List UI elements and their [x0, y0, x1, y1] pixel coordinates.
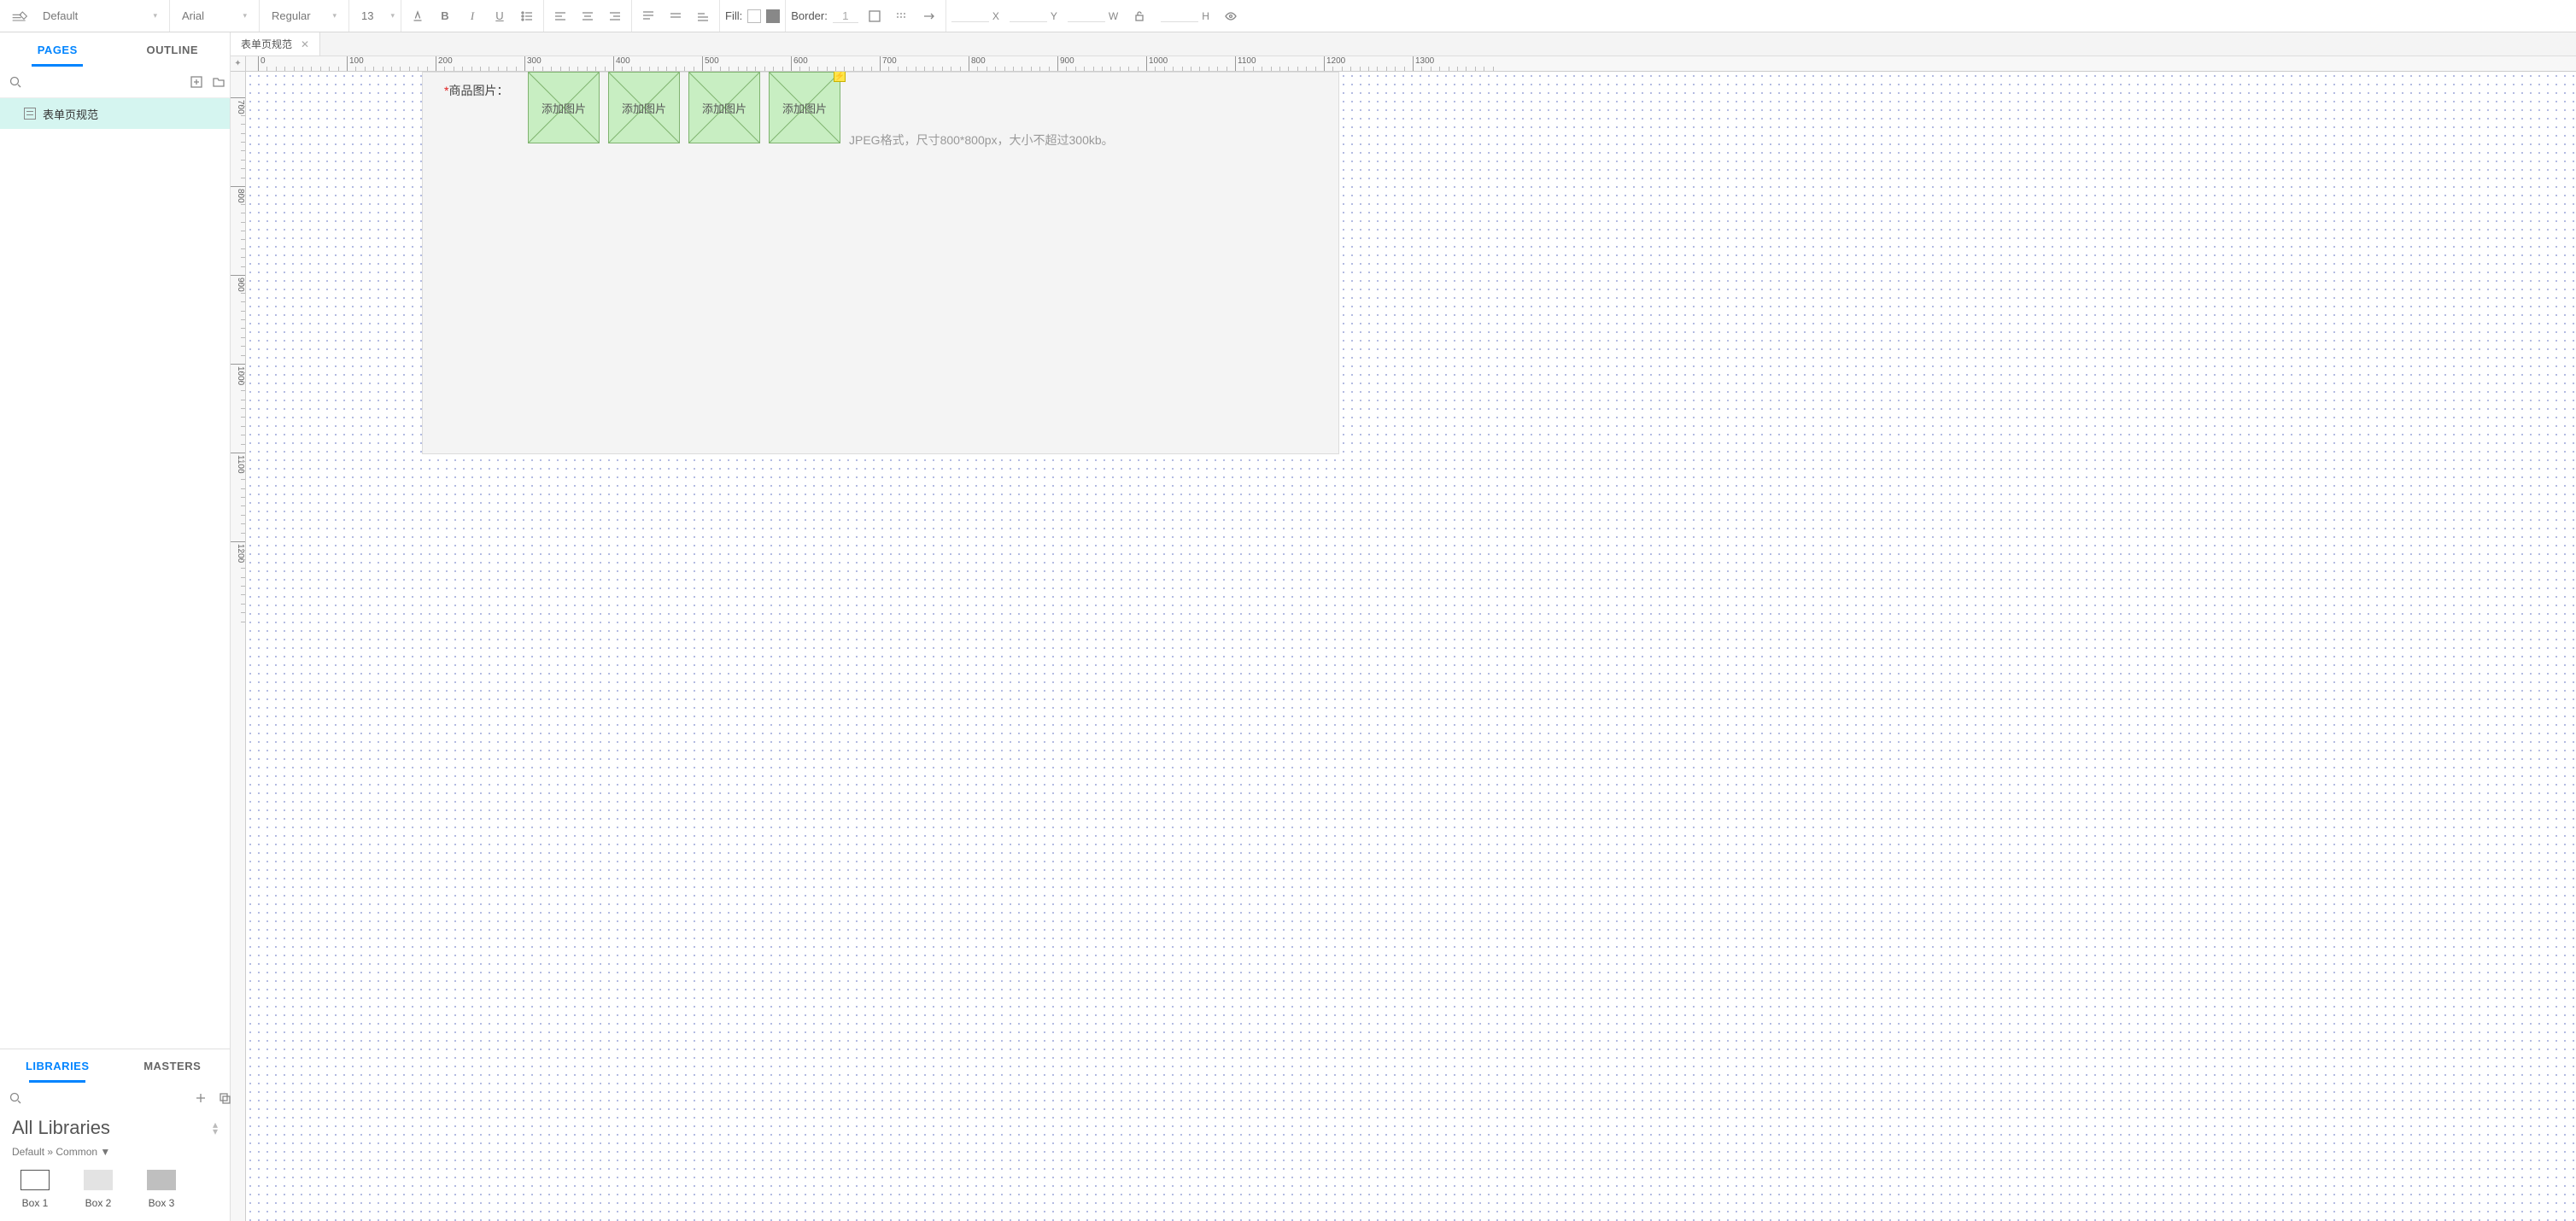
chevron-down-icon: ▾ — [390, 11, 395, 20]
font-weight-dropdown[interactable]: Regular ▾ — [265, 4, 343, 28]
library-shapes: Box 1 Box 2 Box 3 — [0, 1166, 230, 1221]
search-icon — [9, 1090, 22, 1106]
shape-name: Box 2 — [85, 1197, 112, 1209]
slot-label: 添加图片 — [782, 100, 827, 116]
page-item[interactable]: 表单页规范 — [0, 98, 230, 129]
add-library-icon[interactable] — [194, 1090, 208, 1106]
style-dropdown-value: Default — [43, 9, 78, 22]
border-label: Border: — [791, 9, 828, 22]
chevron-down-icon: ▾ — [243, 11, 247, 20]
shape-name: Box 1 — [22, 1197, 49, 1209]
duplicate-icon[interactable] — [218, 1090, 231, 1106]
document-tab-name: 表单页规范 — [241, 37, 292, 51]
add-folder-icon[interactable] — [212, 74, 225, 90]
image-upload-slot[interactable]: 添加图片 — [608, 72, 680, 143]
libraries-search-input[interactable] — [32, 1088, 184, 1108]
edit-icon[interactable] — [9, 5, 31, 27]
close-icon[interactable]: ✕ — [301, 38, 309, 50]
horizontal-ruler[interactable]: 0100200300400500600700800900100011001200… — [246, 56, 2576, 72]
align-right-button[interactable] — [604, 5, 626, 27]
visibility-icon[interactable] — [1220, 5, 1242, 27]
pages-search-input[interactable] — [31, 72, 181, 92]
border-color-button[interactable] — [864, 5, 886, 27]
align-center-button[interactable] — [577, 5, 599, 27]
ruler-origin[interactable]: ✦ — [231, 56, 246, 72]
image-upload-slot[interactable]: 添加图片 — [769, 72, 840, 143]
slot-label: 添加图片 — [702, 100, 746, 116]
font-size-value: 13 — [361, 9, 373, 22]
page-icon — [24, 108, 36, 120]
page-name: 表单页规范 — [43, 106, 98, 122]
coord-y[interactable]: Y — [1010, 10, 1057, 22]
text-color-button[interactable] — [407, 5, 429, 27]
unlock-icon[interactable] — [1128, 5, 1150, 27]
fill-label: Fill: — [725, 9, 742, 22]
underline-button[interactable]: U — [489, 5, 511, 27]
bullet-list-button[interactable] — [516, 5, 538, 27]
field-label-text: 商品图片： — [448, 84, 508, 97]
add-page-icon[interactable] — [190, 74, 203, 90]
chevron-down-icon: ▾ — [332, 11, 337, 20]
slot-label: 添加图片 — [622, 100, 666, 116]
coord-w[interactable]: W — [1068, 10, 1118, 22]
bold-button[interactable]: B — [434, 5, 456, 27]
library-shape[interactable]: Box 1 — [20, 1170, 50, 1209]
library-selector[interactable]: All Libraries ▴▾ — [0, 1113, 230, 1146]
library-title: All Libraries — [12, 1117, 110, 1139]
border-arrow-button[interactable] — [918, 5, 940, 27]
document-tabs: 表单页规范 ✕ — [231, 32, 2576, 56]
tab-masters[interactable]: MASTERS — [115, 1049, 231, 1083]
italic-button[interactable]: I — [461, 5, 483, 27]
font-weight-value: Regular — [272, 9, 311, 22]
image-upload-slot[interactable]: 添加图片 — [528, 72, 600, 143]
library-shape[interactable]: Box 3 — [147, 1170, 176, 1209]
font-family-dropdown[interactable]: Arial ▾ — [175, 4, 254, 28]
canvas-area: 表单页规范 ✕ ✦ 010020030040050060070080090010… — [231, 32, 2576, 1221]
border-width-input[interactable] — [833, 9, 858, 23]
field-label: *商品图片： — [444, 82, 508, 99]
expand-icon: ▴▾ — [213, 1121, 218, 1135]
tab-outline[interactable]: OUTLINE — [115, 32, 231, 67]
interaction-badge-icon[interactable]: ⚡ — [834, 72, 846, 82]
top-toolbar: Default ▾ Arial ▾ Regular ▾ 13 ▾ B I U — [0, 0, 2576, 32]
left-panel: PAGES OUTLINE 表单页规范 LIBRARIES MASTERS — [0, 32, 231, 1221]
tab-pages[interactable]: PAGES — [0, 32, 115, 67]
fill-none-swatch[interactable] — [747, 9, 761, 23]
align-left-button[interactable] — [549, 5, 571, 27]
search-icon — [9, 74, 22, 90]
valign-top-button[interactable] — [637, 5, 659, 27]
library-path[interactable]: Default » Common ▼ — [0, 1146, 230, 1166]
coord-h[interactable]: H — [1161, 10, 1209, 22]
document-tab[interactable]: 表单页规范 ✕ — [231, 32, 320, 56]
tab-libraries[interactable]: LIBRARIES — [0, 1049, 115, 1083]
fill-color-swatch[interactable] — [766, 9, 780, 23]
hint-text: JPEG格式，尺寸800*800px，大小不超过300kb。 — [849, 131, 1114, 149]
font-family-value: Arial — [182, 9, 204, 22]
valign-bottom-button[interactable] — [692, 5, 714, 27]
image-upload-slot[interactable]: 添加图片 — [688, 72, 760, 143]
style-dropdown[interactable]: Default ▾ — [36, 4, 164, 28]
library-shape[interactable]: Box 2 — [84, 1170, 113, 1209]
shape-name: Box 3 — [149, 1197, 175, 1209]
valign-middle-button[interactable] — [664, 5, 687, 27]
coord-x[interactable]: X — [951, 10, 999, 22]
slot-label: 添加图片 — [542, 100, 586, 116]
canvas[interactable]: *商品图片： 添加图片 添加图片 添加图片 添加图片 ⚡ JPEG格式，尺寸800*800p… — [246, 72, 2576, 1221]
border-style-button[interactable] — [891, 5, 913, 27]
vertical-ruler[interactable]: 700800900100011001200 — [231, 72, 246, 1221]
font-size-dropdown[interactable]: 13 ▾ — [354, 4, 395, 28]
chevron-down-icon: ▾ — [153, 11, 157, 20]
